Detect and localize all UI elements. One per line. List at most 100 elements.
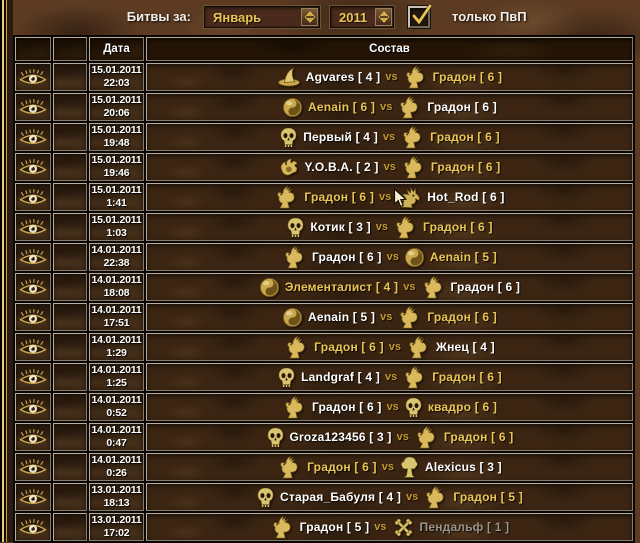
pvp-only-label: только ПвП bbox=[452, 9, 527, 24]
right-player-name[interactable]: Градон [ 6 ] bbox=[432, 70, 503, 84]
roster-cell: Градон [ 6 ] vs квадро [ 6 ] bbox=[146, 393, 633, 421]
battle-date: 14.01.2011 bbox=[91, 394, 142, 406]
left-player-name[interactable]: Старая_Бабуля [ 4 ] bbox=[280, 490, 402, 504]
col-header-roster: Состав bbox=[146, 37, 633, 61]
left-player-name[interactable]: Элементалист [ 4 ] bbox=[284, 280, 399, 294]
left-player-name[interactable]: Y.O.B.A. [ 2 ] bbox=[304, 160, 379, 174]
flag-cell bbox=[53, 363, 87, 391]
date-cell: 14.01.2011 0:47 bbox=[89, 423, 144, 451]
view-cell bbox=[15, 153, 51, 181]
left-player-name[interactable]: Градон [ 6 ] bbox=[307, 460, 377, 474]
left-player-name[interactable]: Градон [ 5 ] bbox=[299, 520, 370, 534]
date-cell: 14.01.2011 1:25 bbox=[89, 363, 144, 391]
view-cell bbox=[15, 243, 51, 271]
pvp-checkbox[interactable] bbox=[408, 3, 433, 28]
table-row: 15.01.2011 20:06 Aenain [ 6 ] vs Градон … bbox=[15, 93, 633, 121]
left-player-name[interactable]: Котик [ 3 ] bbox=[310, 220, 371, 234]
griffin-icon bbox=[421, 275, 446, 299]
date-cell: 14.01.2011 17:51 bbox=[89, 303, 144, 331]
year-select[interactable]: 2011 bbox=[330, 6, 394, 28]
table-row: 14.01.2011 18:08 Элементалист [ 4 ] vs Г… bbox=[15, 273, 633, 301]
view-battle-eye-icon[interactable] bbox=[16, 98, 50, 117]
right-player-name[interactable]: Градон [ 6 ] bbox=[427, 100, 497, 114]
left-player-name[interactable]: Aenain [ 5 ] bbox=[308, 310, 376, 324]
flag-cell bbox=[53, 63, 87, 91]
battle-time: 17:02 bbox=[103, 527, 130, 539]
table-row: 14.01.2011 1:29 Градон [ 6 ] vs Жнец [ 4… bbox=[15, 333, 633, 361]
left-player-name[interactable]: Градон [ 6 ] bbox=[304, 190, 375, 204]
right-player-name[interactable]: Градон [ 5 ] bbox=[453, 490, 523, 504]
right-player-name[interactable]: Градон [ 6 ] bbox=[430, 160, 501, 174]
view-cell bbox=[15, 393, 51, 421]
griffin-icon bbox=[277, 455, 302, 479]
view-battle-eye-icon[interactable] bbox=[16, 158, 50, 177]
date-cell: 15.01.2011 20:06 bbox=[89, 93, 144, 121]
view-cell bbox=[15, 303, 51, 331]
table-row: 14.01.2011 17:51 Aenain [ 5 ] vs Градон … bbox=[15, 303, 633, 331]
view-battle-eye-icon[interactable] bbox=[16, 428, 50, 447]
battle-time: 19:48 bbox=[103, 137, 130, 149]
battles-table: Дата Состав 15.01.2011 22:03 bbox=[13, 35, 635, 543]
right-player-name[interactable]: Hot_Rod [ 6 ] bbox=[427, 190, 505, 204]
table-row: 15.01.2011 1:03 Котик [ 3 ] vs Градон [ … bbox=[15, 213, 633, 241]
vs-label: vs bbox=[383, 161, 396, 173]
date-cell: 14.01.2011 18:08 bbox=[89, 273, 144, 301]
right-player-name[interactable]: Градон [ 6 ] bbox=[430, 130, 500, 144]
right-player-name[interactable]: Жнец [ 4 ] bbox=[436, 340, 495, 354]
left-player-name[interactable]: Градон [ 6 ] bbox=[311, 400, 382, 414]
view-battle-eye-icon[interactable] bbox=[16, 338, 50, 357]
view-cell bbox=[15, 333, 51, 361]
vs-label: vs bbox=[396, 431, 409, 443]
roster-cell: Aenain [ 6 ] vs Градон [ 6 ] bbox=[146, 93, 633, 121]
view-battle-eye-icon[interactable] bbox=[16, 518, 50, 537]
griffin-icon bbox=[403, 65, 428, 89]
date-cell: 15.01.2011 22:03 bbox=[89, 63, 144, 91]
left-player-name[interactable]: Groza123456 [ 3 ] bbox=[289, 430, 392, 444]
view-battle-eye-icon[interactable] bbox=[16, 128, 50, 147]
right-player-name[interactable]: Градон [ 6 ] bbox=[427, 310, 497, 324]
view-cell bbox=[15, 213, 51, 241]
right-player-name[interactable]: квадро [ 6 ] bbox=[427, 400, 498, 414]
left-player-name[interactable]: Первый [ 4 ] bbox=[303, 130, 378, 144]
left-player-name[interactable]: Landgraf [ 4 ] bbox=[301, 370, 380, 384]
left-player-name[interactable]: Градон [ 6 ] bbox=[314, 340, 384, 354]
view-battle-eye-icon[interactable] bbox=[16, 398, 50, 417]
right-player-name[interactable]: Градон [ 6 ] bbox=[450, 280, 521, 294]
right-player-name[interactable]: Alexicus [ 3 ] bbox=[425, 460, 502, 474]
flag-cell bbox=[53, 243, 87, 271]
table-row: 14.01.2011 0:47 Groza123456 [ 3 ] vs Гра… bbox=[15, 423, 633, 451]
right-player-name[interactable]: Градон [ 6 ] bbox=[443, 430, 514, 444]
orb-icon bbox=[282, 307, 303, 328]
table-row: 14.01.2011 1:25 Landgraf [ 4 ] vs Градон… bbox=[15, 363, 633, 391]
view-battle-eye-icon[interactable] bbox=[16, 368, 50, 387]
right-player-name[interactable]: Градон [ 6 ] bbox=[432, 370, 502, 384]
left-player-name[interactable]: Градон [ 6 ] bbox=[312, 250, 382, 264]
left-player-name[interactable]: Aenain [ 6 ] bbox=[308, 100, 376, 114]
right-player-name[interactable]: Градон [ 6 ] bbox=[423, 220, 493, 234]
view-battle-eye-icon[interactable] bbox=[16, 188, 50, 207]
view-cell bbox=[15, 63, 51, 91]
view-battle-eye-icon[interactable] bbox=[16, 278, 50, 297]
flag-cell bbox=[53, 393, 87, 421]
view-battle-eye-icon[interactable] bbox=[16, 308, 50, 327]
left-player-name[interactable]: Agvares [ 4 ] bbox=[305, 70, 381, 84]
roster-cell: Landgraf [ 4 ] vs Градон [ 6 ] bbox=[146, 363, 633, 391]
view-battle-eye-icon[interactable] bbox=[16, 68, 50, 87]
month-select-spinner-icon[interactable] bbox=[301, 8, 318, 26]
view-battle-eye-icon[interactable] bbox=[16, 458, 50, 477]
view-battle-eye-icon[interactable] bbox=[16, 218, 50, 237]
claw-icon bbox=[278, 157, 299, 178]
wizard-hat-icon bbox=[277, 67, 301, 87]
right-player-name[interactable]: Пендальф [ 1 ] bbox=[419, 520, 510, 534]
battle-date: 15.01.2011 bbox=[91, 184, 142, 196]
battle-date: 13.01.2011 bbox=[91, 514, 142, 526]
battle-date: 13.01.2011 bbox=[91, 484, 142, 496]
right-player-name[interactable]: Aenain [ 5 ] bbox=[429, 250, 497, 264]
month-select[interactable]: Январь bbox=[204, 6, 320, 28]
view-battle-eye-icon[interactable] bbox=[16, 488, 50, 507]
view-battle-eye-icon[interactable] bbox=[16, 248, 50, 267]
year-select-spinner-icon[interactable] bbox=[375, 8, 392, 26]
date-cell: 15.01.2011 19:46 bbox=[89, 153, 144, 181]
roster-cell: Градон [ 6 ] vs Alexicus [ 3 ] bbox=[146, 453, 633, 481]
battle-date: 14.01.2011 bbox=[91, 454, 142, 466]
